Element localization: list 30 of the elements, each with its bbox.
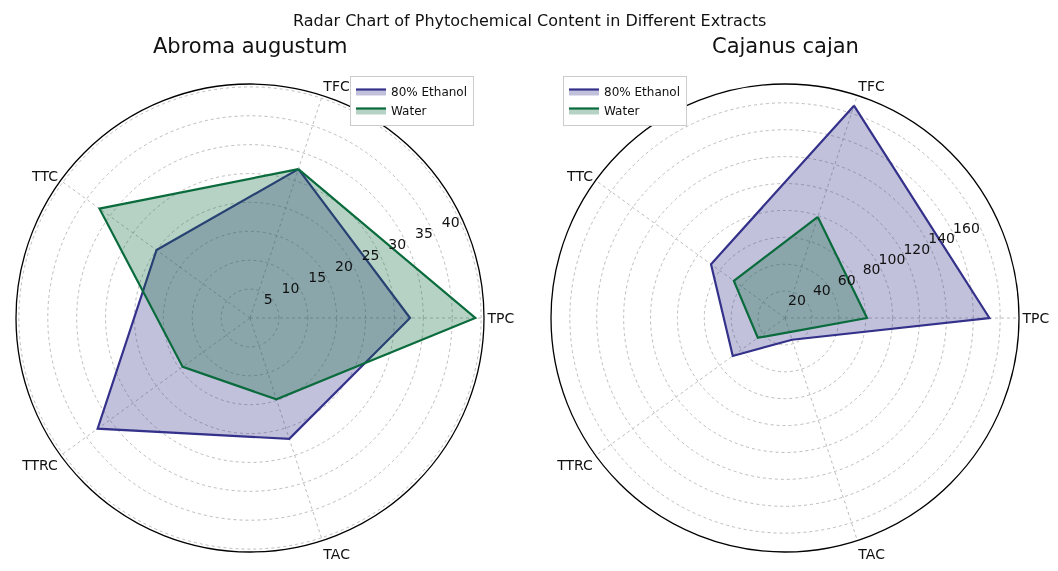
spoke-label: TTRC (556, 456, 594, 473)
y-tick-label: 40 (441, 214, 460, 231)
text: Radar Chart of Phytochemical Content in Different Extracts (293, 11, 767, 30)
legend-label: Water (391, 104, 427, 119)
y-tick-label: 120 (903, 240, 931, 257)
y-tick-label: 20 (788, 292, 806, 309)
y-tick-label: 25 (361, 247, 380, 264)
y-tick-label: 10 (281, 280, 300, 297)
spoke-label: TTRC (21, 456, 59, 473)
spoke-label: TAC (857, 545, 886, 562)
spoke-label: TFC (857, 78, 885, 95)
legend-label: Water (604, 104, 640, 119)
spoke-label: TAC (322, 545, 351, 562)
y-tick-label: 5 (263, 291, 273, 308)
chart-title: Cajanus cajan (712, 34, 859, 58)
legend-label: 80% Ethanol (391, 85, 468, 100)
y-tick-label: 30 (388, 236, 407, 253)
y-tick-label: 15 (308, 269, 327, 286)
spoke-label: TTC (31, 167, 59, 184)
y-tick-label: 35 (415, 225, 433, 242)
y-tick-label: 80 (862, 261, 881, 278)
y-tick-label: 20 (334, 258, 353, 275)
spoke-label: TFC (322, 78, 350, 95)
spoke-label: TPC (486, 309, 515, 326)
y-tick-label: 40 (812, 281, 831, 298)
y-tick-label: 160 (953, 220, 980, 237)
legend-label: 80% Ethanol (604, 85, 681, 100)
spoke-label: TPC (1021, 309, 1050, 326)
chart-title: Abroma augustum (153, 34, 348, 58)
spoke-label: TTC (566, 167, 594, 184)
